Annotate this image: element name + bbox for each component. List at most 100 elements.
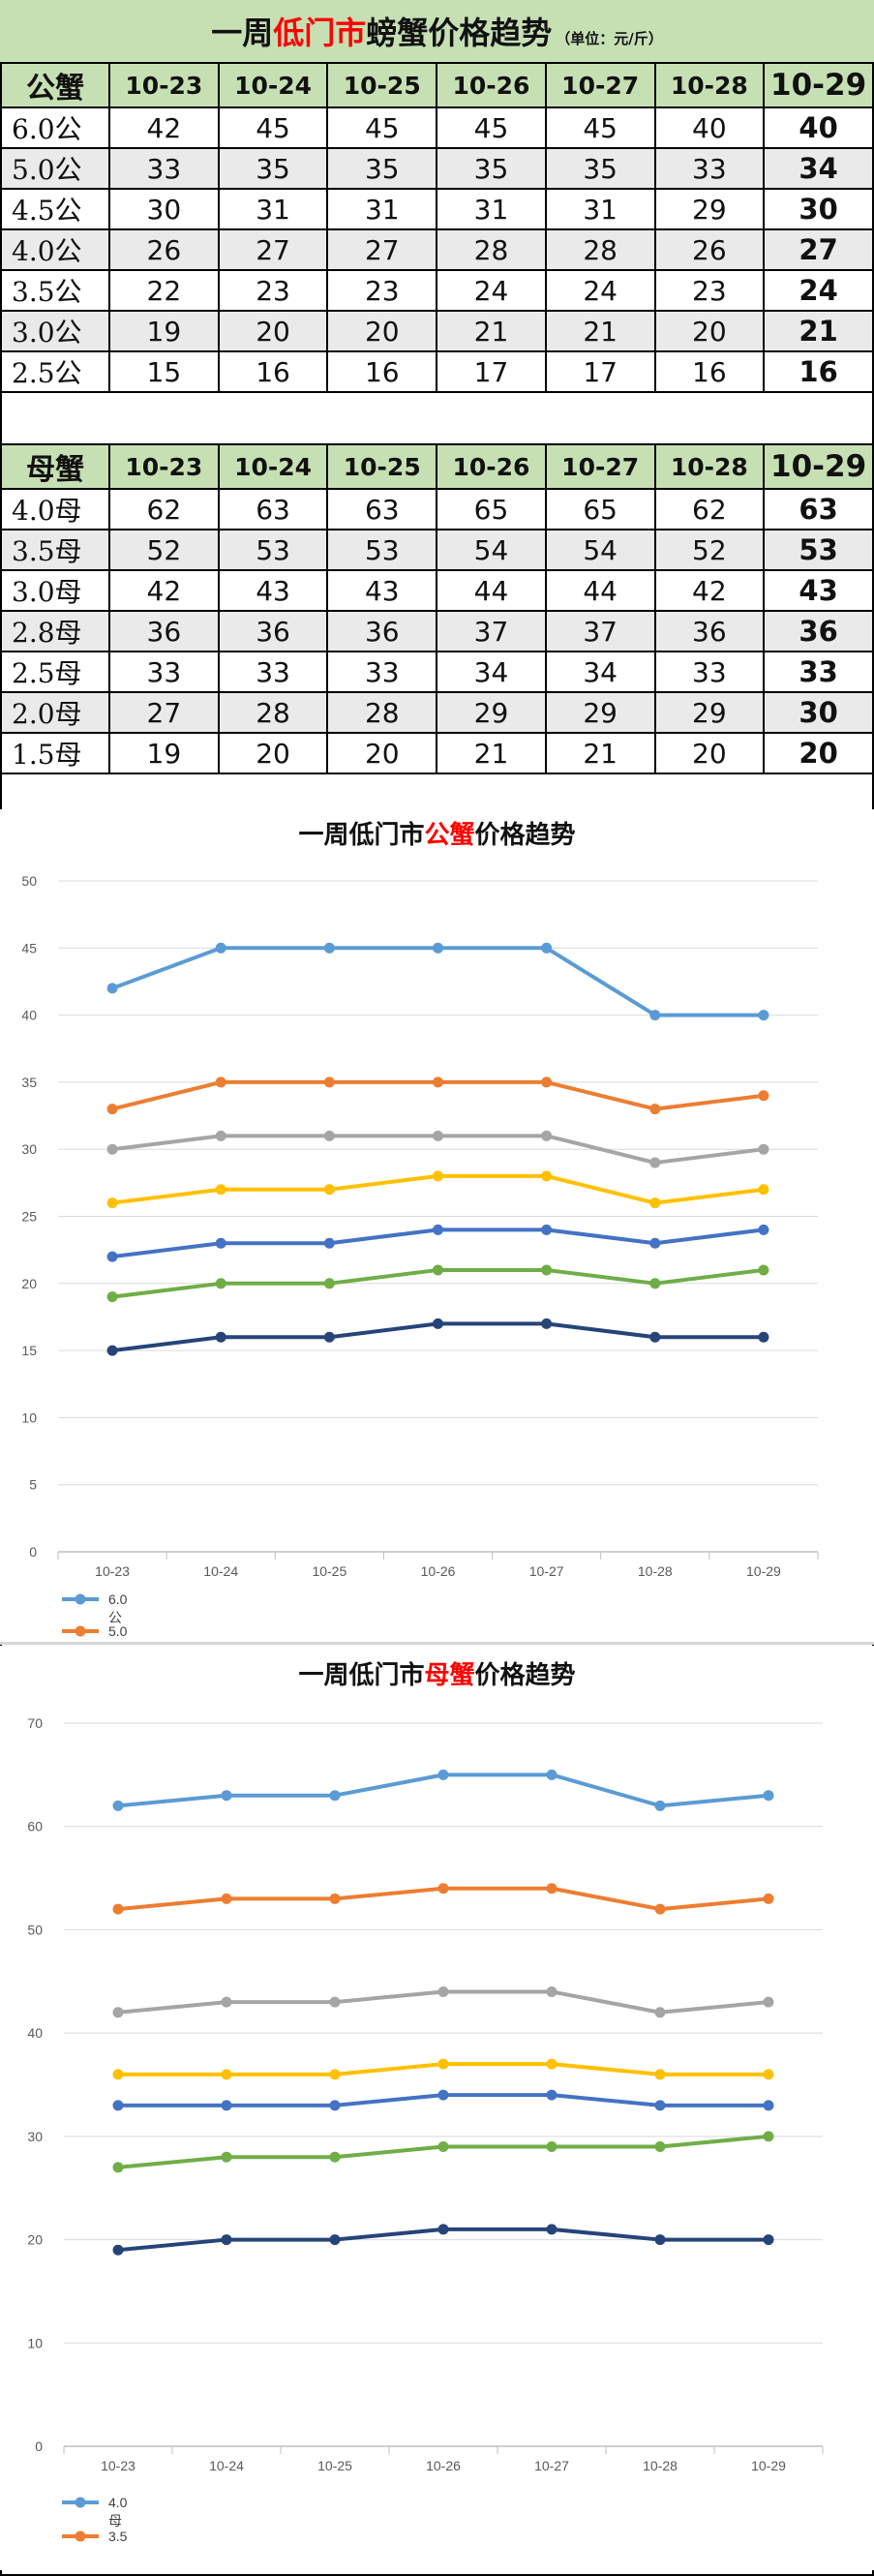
x-tick-label: 10-27 [529,1563,564,1579]
data-point [654,2100,666,2111]
size-label: 3.5公 [0,269,110,312]
price-cell: 36 [653,610,766,652]
data-point [758,1010,769,1021]
price-cell: 35 [544,147,656,190]
price-cell: 45 [326,106,438,149]
size-label: 3.0母 [0,569,110,612]
price-cell: 33 [763,651,874,693]
price-cell: 29 [436,691,547,734]
data-point [541,1264,553,1276]
data-point [654,2141,666,2153]
price-cell: 20 [326,732,438,774]
x-tick-label: 10-23 [95,1563,130,1579]
price-cell: 21 [436,732,547,774]
data-point [106,1143,118,1155]
female-date-header: 10-25 [326,443,438,490]
y-tick-label: 20 [21,1276,37,1291]
price-cell: 34 [544,651,656,693]
data-point [546,2141,558,2153]
data-point [763,2234,774,2246]
male-price-line-chart: 0 5 10 15 20 25 30 35 40 45 50 10-23 10-24 10-25 10-26… [21,873,819,1639]
price-cell: 35 [326,147,438,190]
data-point [546,1985,558,1997]
data-point [215,1331,226,1343]
size-label: 4.5公 [0,188,110,230]
data-point [654,1800,666,1811]
data-point [106,1104,118,1115]
data-point [433,1076,443,1088]
x-tick-label: 10-25 [312,1563,347,1579]
data-point [221,1996,232,2008]
x-tick-label: 10-25 [317,2458,352,2473]
data-point [541,1170,553,1182]
price-cell: 52 [653,529,766,571]
legend-label: 5.0 [108,1623,128,1639]
legend-label: 6.0 [108,1591,128,1607]
price-cell: 45 [544,106,656,149]
price-cell: 35 [436,147,547,190]
price-cell: 20 [763,732,874,774]
price-cell: 44 [436,569,547,612]
price-cell: 30 [763,691,874,734]
male-crab-price-table: 公蟹 10-23 10-24 10-25 10-26 10-27 10-28 10-29 6.0… [0,62,874,393]
price-cell: 65 [544,488,656,530]
female-date-header: 10-27 [544,443,656,490]
data-point [433,1318,443,1329]
price-cell: 37 [436,610,547,652]
data-point [215,1237,226,1249]
y-tick-label: 30 [27,2129,43,2144]
price-cell: 20 [217,732,329,774]
y-tick-label: 40 [21,1008,37,1023]
y-tick-label: 30 [21,1141,37,1157]
price-cell: 28 [544,228,656,271]
data-point [437,2224,449,2235]
legend-marker [75,2497,86,2508]
data-point [433,1224,443,1235]
data-point [541,942,553,954]
size-label: 3.5母 [0,529,110,571]
price-cell: 36 [326,610,438,652]
data-point [437,2089,449,2101]
legend-marker [75,1625,86,1637]
data-point [215,1278,226,1289]
table-row: 4.0公 26 27 27 28 28 26 27 [0,228,874,271]
data-point [112,1800,124,1811]
data-point [106,1197,118,1209]
price-cell: 33 [108,651,220,693]
data-point [215,1130,226,1141]
price-cell: 33 [653,651,766,693]
size-label: 3.0公 [0,310,110,352]
price-cell: 33 [326,651,438,693]
price-cell: 26 [653,228,766,271]
table-row: 1.5母 19 20 20 21 21 20 20 [0,732,874,774]
price-cell: 30 [108,188,220,230]
y-tick-label: 25 [21,1209,37,1225]
price-cell: 62 [108,488,220,530]
price-cell: 24 [544,269,656,312]
data-point [329,2100,341,2111]
data-point [323,1184,335,1196]
data-point [221,2151,232,2163]
data-point [221,2100,232,2111]
size-label: 2.5母 [0,651,110,693]
table-row: 3.0母 42 43 43 44 44 42 43 [0,569,874,612]
data-point [112,2100,124,2111]
data-point [654,1903,666,1915]
data-point [112,2007,124,2018]
male-date-header: 10-25 [326,62,438,108]
legend-marker [75,1593,86,1605]
data-point [649,1331,661,1343]
price-cell: 16 [326,350,438,393]
x-tick-label: 10-28 [643,2458,678,2473]
data-point [437,2141,449,2153]
price-cell: 28 [217,691,329,734]
x-tick-label: 10-27 [534,2458,569,2473]
female-date-header: 10-26 [436,443,547,490]
price-cell: 43 [217,569,329,612]
price-cell: 63 [217,488,329,530]
price-cell: 21 [544,732,656,774]
x-tick-label: 10-24 [209,2458,244,2473]
price-cell: 54 [436,529,547,571]
data-point [541,1224,553,1235]
data-point [758,1331,769,1343]
